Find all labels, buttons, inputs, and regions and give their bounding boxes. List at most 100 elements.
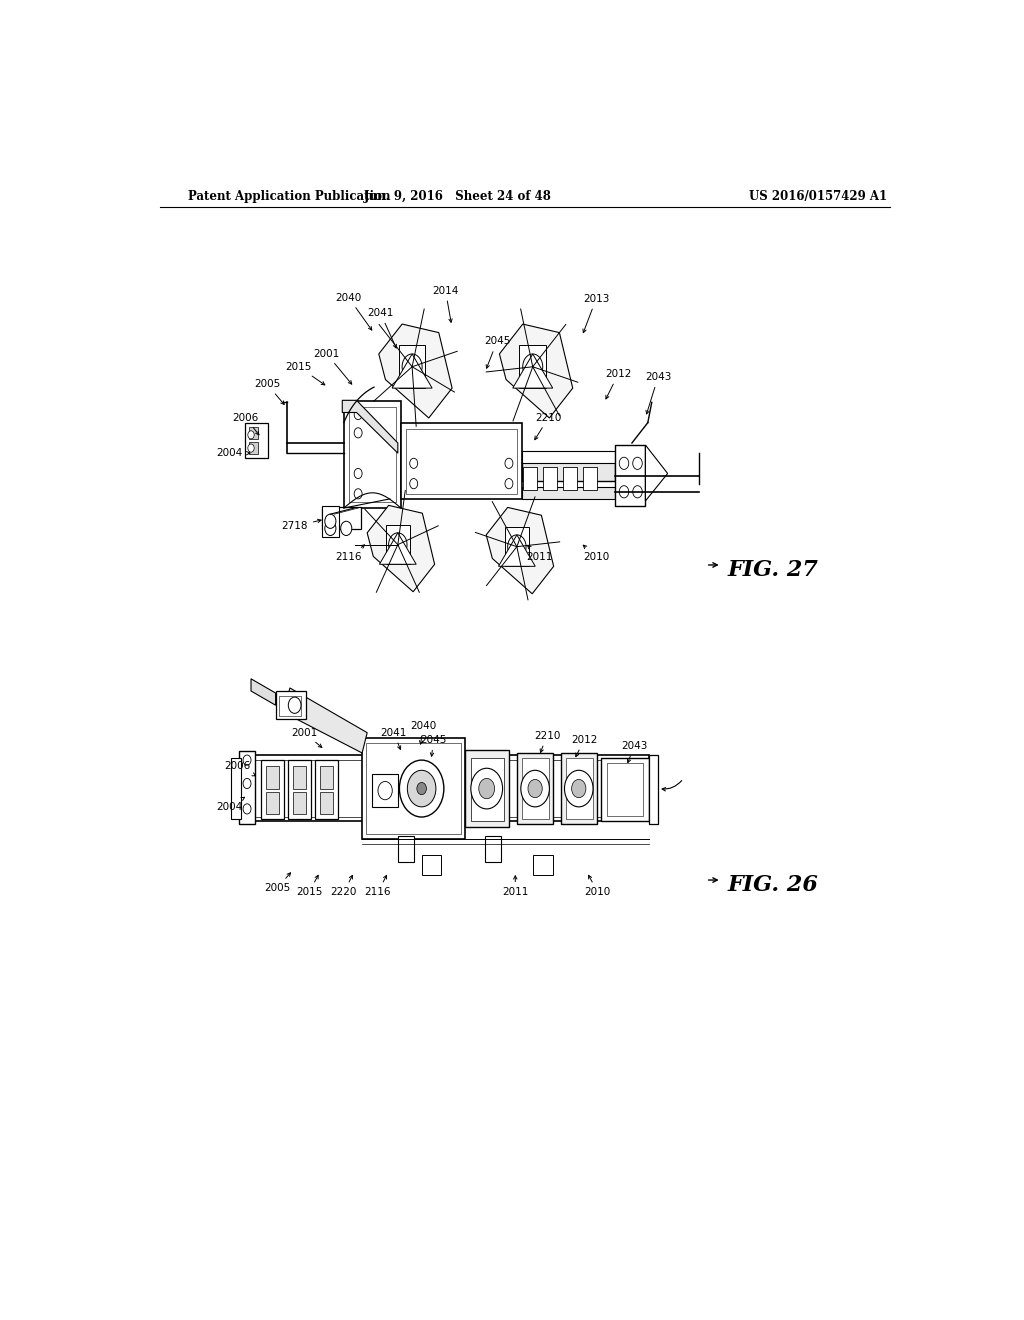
Circle shape (505, 458, 513, 469)
Text: 2116: 2116 (336, 545, 365, 562)
Text: 2006: 2006 (224, 762, 256, 776)
Bar (422, 854, 441, 875)
Circle shape (505, 479, 513, 488)
Text: 2005: 2005 (254, 379, 285, 404)
Circle shape (402, 354, 422, 380)
Circle shape (508, 535, 526, 558)
Polygon shape (513, 354, 553, 388)
Bar (255, 760, 645, 817)
Text: 2015: 2015 (286, 362, 325, 385)
Circle shape (325, 515, 336, 528)
Text: 2001: 2001 (291, 727, 322, 747)
Bar (561, 752, 597, 824)
Text: 2220: 2220 (331, 875, 357, 898)
Bar (521, 758, 549, 818)
Circle shape (243, 804, 251, 814)
Bar (606, 763, 643, 816)
Text: 2004: 2004 (216, 797, 245, 812)
Bar (566, 758, 593, 818)
Bar (321, 766, 333, 788)
Text: 2043: 2043 (645, 372, 672, 414)
Bar (386, 525, 410, 564)
Circle shape (521, 771, 550, 807)
Bar (543, 467, 557, 490)
Text: 2011: 2011 (502, 875, 528, 898)
Circle shape (471, 768, 503, 809)
Circle shape (378, 781, 392, 800)
Bar (322, 507, 361, 529)
Bar (563, 467, 578, 490)
Circle shape (248, 430, 254, 440)
Bar (406, 429, 517, 494)
Circle shape (408, 771, 436, 807)
Text: 2116: 2116 (365, 875, 391, 898)
Circle shape (354, 469, 362, 479)
Circle shape (354, 428, 362, 438)
Polygon shape (392, 354, 432, 388)
Text: 2004: 2004 (216, 449, 250, 458)
Text: 2718: 2718 (282, 519, 322, 532)
Bar (519, 346, 546, 388)
Text: 2010: 2010 (585, 875, 611, 898)
Bar (249, 426, 258, 440)
Bar (401, 422, 521, 499)
Bar (321, 792, 333, 814)
Bar (532, 854, 553, 875)
Circle shape (633, 486, 642, 498)
Bar (293, 766, 306, 788)
Bar (465, 750, 509, 828)
Polygon shape (486, 507, 554, 594)
Bar (583, 467, 597, 490)
Bar (397, 837, 414, 862)
Circle shape (243, 755, 251, 766)
Text: 2010: 2010 (583, 545, 609, 562)
Circle shape (571, 779, 586, 797)
Polygon shape (251, 678, 275, 705)
Circle shape (528, 779, 543, 797)
Circle shape (633, 457, 642, 470)
Circle shape (417, 783, 426, 795)
Bar (398, 346, 425, 388)
Bar (348, 408, 396, 502)
Text: 2013: 2013 (583, 293, 609, 333)
Circle shape (289, 697, 301, 713)
Text: 2015: 2015 (296, 875, 323, 898)
Text: 2045: 2045 (420, 735, 446, 756)
Bar (246, 422, 267, 458)
Text: 2005: 2005 (264, 873, 291, 894)
Text: Patent Application Publication: Patent Application Publication (187, 190, 390, 202)
Bar (521, 451, 615, 463)
Polygon shape (645, 445, 668, 500)
Circle shape (620, 457, 629, 470)
Text: 2012: 2012 (605, 368, 632, 399)
Bar (289, 760, 310, 818)
Bar (261, 760, 284, 818)
Circle shape (522, 354, 543, 380)
Bar (322, 506, 339, 536)
Text: 2041: 2041 (368, 308, 396, 348)
Text: 2210: 2210 (534, 731, 560, 752)
Bar (517, 752, 553, 824)
Text: 2014: 2014 (432, 285, 459, 322)
Text: 2001: 2001 (313, 348, 351, 384)
Polygon shape (380, 533, 416, 564)
Bar (523, 467, 538, 490)
Text: 2006: 2006 (232, 413, 259, 434)
Circle shape (354, 409, 362, 420)
Circle shape (399, 760, 443, 817)
Circle shape (243, 779, 251, 788)
Text: 2040: 2040 (336, 293, 372, 330)
Bar (275, 690, 306, 719)
Polygon shape (284, 688, 368, 752)
Text: 2043: 2043 (622, 741, 647, 763)
Text: 2041: 2041 (381, 727, 408, 750)
Circle shape (410, 479, 418, 488)
Text: FIG. 26: FIG. 26 (727, 874, 818, 896)
Bar (521, 462, 615, 480)
Circle shape (410, 458, 418, 469)
Circle shape (325, 521, 336, 536)
Bar (521, 487, 615, 499)
Polygon shape (379, 325, 453, 418)
Bar (293, 792, 306, 814)
Circle shape (248, 444, 254, 453)
